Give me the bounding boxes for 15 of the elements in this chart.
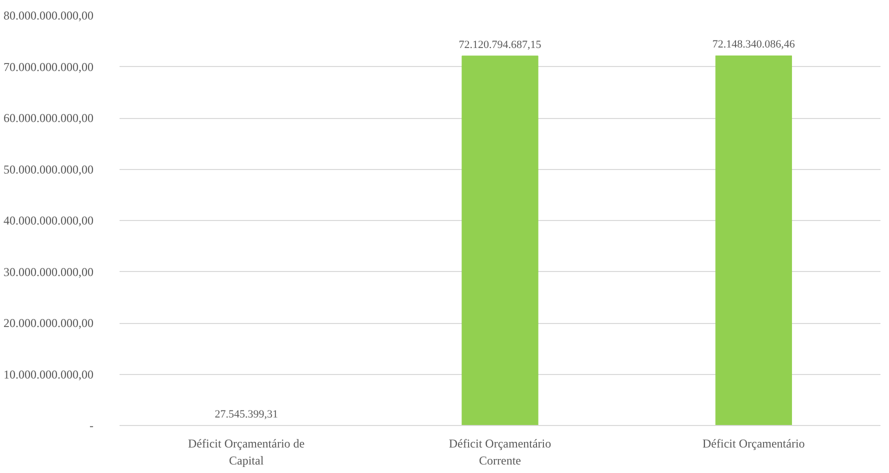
x-tick-label: Déficit Orçamentário Corrente bbox=[448, 436, 552, 468]
y-tick-label: 60.000.000.000,00 bbox=[4, 111, 94, 125]
y-tick-label: 70.000.000.000,00 bbox=[4, 60, 94, 74]
x-tick-label: Déficit Orçamentário bbox=[702, 436, 805, 450]
y-tick-label: - bbox=[90, 418, 94, 432]
y-tick-label: 50.000.000.000,00 bbox=[4, 162, 94, 176]
data-label: 27.545.399,31 bbox=[214, 408, 278, 420]
data-label: 72.120.794.687,15 bbox=[458, 38, 542, 51]
y-tick-label: 30.000.000.000,00 bbox=[4, 264, 94, 279]
y-tick-label: 20.000.000.000,00 bbox=[4, 316, 94, 330]
y-tick-label: 40.000.000.000,00 bbox=[4, 214, 94, 228]
x-tick-label: Déficit Orçamentário de Capital bbox=[188, 436, 305, 468]
data-label: 72.148.340.086,46 bbox=[712, 38, 796, 51]
y-tick-label: 10.000.000.000,00 bbox=[4, 367, 94, 382]
y-tick-label: 80.000.000.000,00 bbox=[4, 8, 94, 22]
